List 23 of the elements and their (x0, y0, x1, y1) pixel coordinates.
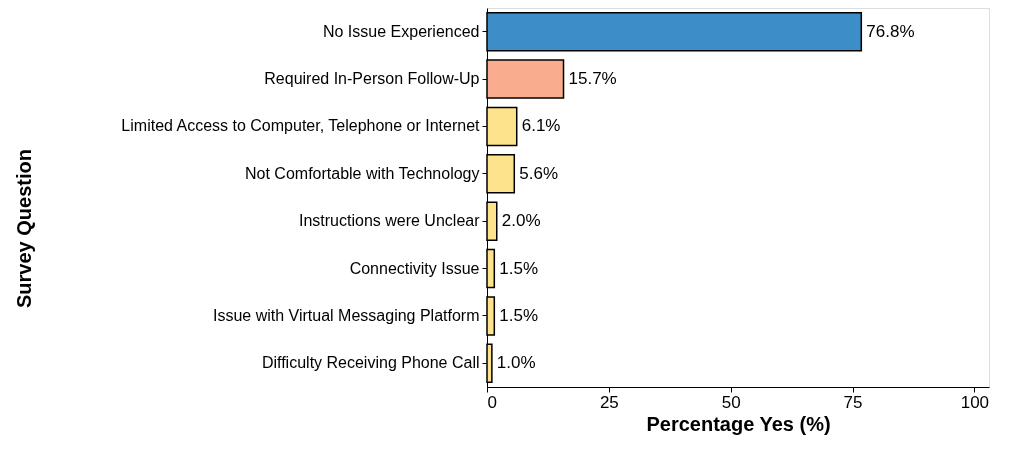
data-label: 76.8% (866, 21, 915, 41)
data-label: 6.1% (521, 116, 561, 136)
x-tick-label: 25 (599, 392, 619, 412)
data-label: 1.5% (499, 305, 539, 325)
data-label: 15.7% (568, 69, 617, 89)
y-tick-label: Not Comfortable with Technology (245, 164, 480, 182)
y-tick-label: Difficulty Receiving Phone Call (261, 354, 480, 372)
x-tick-label: 0 (487, 392, 497, 412)
y-tick-label: Limited Access to Computer, Telephone or Internet (121, 117, 481, 135)
x-tick-label: 100 (960, 392, 990, 412)
data-label: 5.6% (519, 163, 559, 183)
x-tick-label: 50 (721, 392, 741, 412)
x-tick-label: 75 (843, 392, 863, 412)
y-tick-label: Issue with Virtual Messaging Platform (213, 306, 480, 324)
data-label: 1.0% (496, 353, 536, 373)
data-label: 1.5% (499, 258, 539, 278)
y-axis-title: Survey Question (13, 149, 36, 308)
y-tick-label: Required In-Person Follow-Up (264, 70, 480, 88)
y-tick-label: Instructions were Unclear (298, 212, 481, 230)
x-axis-title: Percentage Yes (%) (646, 412, 831, 435)
y-tick-label: No Issue Experienced (322, 22, 480, 40)
data-label: 2.0% (501, 211, 541, 231)
y-tick-label: Connectivity Issue (349, 259, 480, 277)
